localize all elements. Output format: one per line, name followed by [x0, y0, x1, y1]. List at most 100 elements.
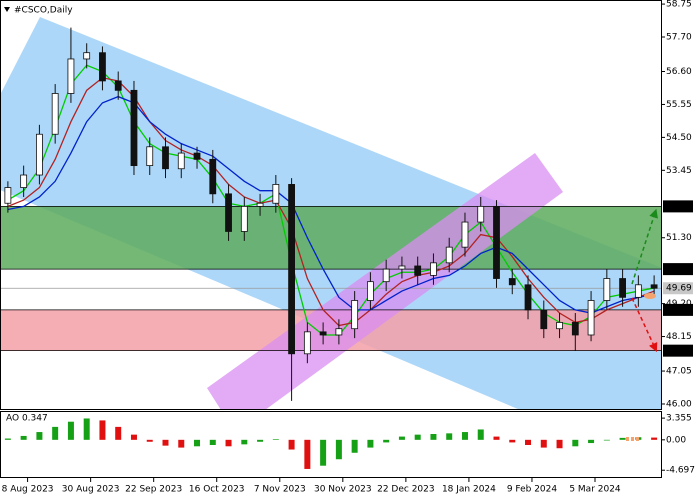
- y-tick-label: 56.60: [666, 67, 692, 77]
- candle-body: [540, 309, 548, 330]
- ao-bar: [351, 439, 358, 453]
- candle-body: [225, 193, 232, 232]
- candle-body: [382, 268, 390, 283]
- candle-body: [634, 284, 642, 298]
- ao-bar: [162, 439, 169, 446]
- candle-body: [603, 278, 611, 301]
- x-tick-label: 9 Feb 2024: [507, 485, 558, 495]
- candle-body: [51, 93, 59, 135]
- level-label-box: [663, 263, 693, 276]
- candle-body: [288, 184, 295, 355]
- level-label-box: [663, 344, 693, 357]
- candle-body: [650, 284, 658, 289]
- price-marker: [644, 293, 656, 299]
- ao-bar: [588, 439, 595, 444]
- ao-bar: [383, 439, 390, 443]
- ao-bar: [241, 439, 248, 445]
- x-tick-label: 8 Aug 2023: [2, 485, 54, 495]
- ao-bar: [540, 439, 547, 448]
- level-label-box: [663, 200, 693, 213]
- ao-bar: [83, 418, 90, 440]
- candle-body: [4, 187, 12, 204]
- candle-body: [20, 174, 28, 188]
- candle-body: [508, 278, 516, 286]
- candle-body: [367, 281, 374, 301]
- ao-bar: [572, 439, 579, 447]
- ao-bar: [225, 439, 232, 447]
- ao-bar: [209, 439, 216, 445]
- level-label-box: [663, 303, 693, 316]
- ao-bar: [194, 439, 201, 447]
- ao-bar: [509, 439, 516, 443]
- candle-body: [130, 89, 138, 167]
- moving-average: [7, 95, 655, 314]
- candle-body: [36, 133, 43, 176]
- x-tick-label: 30 Aug 2023: [62, 485, 120, 495]
- candle-body: [556, 322, 563, 330]
- candle-body: [493, 205, 500, 279]
- ao-bar: [556, 439, 563, 449]
- candle-body: [146, 146, 154, 167]
- down-arrow: [631, 297, 658, 353]
- candle-body: [430, 262, 437, 276]
- candle-body: [83, 52, 91, 60]
- ao-bar: [304, 439, 311, 469]
- candle-body: [99, 52, 106, 82]
- ao-bar: [335, 439, 342, 460]
- ao-title: AO 0.347: [6, 414, 48, 424]
- candle-body: [209, 158, 217, 195]
- level-label-box: [663, 282, 693, 295]
- candle-body: [524, 284, 532, 311]
- y-tick-label: 53.45: [666, 166, 692, 176]
- y-tick-label: 48.15: [666, 332, 692, 342]
- ao-bar: [67, 421, 74, 440]
- x-tick-label: 30 Nov 2023: [314, 485, 372, 495]
- main-panel: [0, 17, 662, 409]
- y-tick-label: 3.355: [666, 414, 692, 424]
- level-label: 49.69: [666, 284, 692, 294]
- y-tick-label: 49.20: [666, 299, 692, 309]
- candle-body: [477, 205, 485, 223]
- ao-bar: [272, 439, 279, 440]
- ao-bar: [257, 439, 264, 442]
- candle-body: [162, 146, 169, 170]
- ao-bar: [461, 432, 468, 440]
- zone: [0, 206, 662, 270]
- ao-bar: [619, 437, 626, 440]
- ao-bar: [320, 439, 327, 466]
- ao-bar: [414, 434, 421, 440]
- y-tick-label: 51.30: [666, 233, 692, 243]
- y-tick-label: 55.55: [666, 100, 692, 110]
- level-label: 52.30: [666, 202, 692, 212]
- level-label: 47.70: [666, 346, 692, 356]
- candle-body: [303, 331, 311, 355]
- x-tick-label: 16 Oct 2023: [189, 485, 245, 495]
- x-tick-label: 22 Sep 2023: [125, 485, 182, 495]
- candle-body: [414, 265, 422, 276]
- ao-bar: [99, 420, 106, 440]
- ao-bar: [651, 437, 658, 440]
- x-tick-label: 5 Mar 2024: [569, 485, 621, 495]
- candle-body: [193, 152, 201, 160]
- candle-body: [571, 322, 579, 336]
- ao-bar: [4, 438, 11, 440]
- ao-frame: [0, 411, 662, 478]
- y-tick-label: 0.00: [666, 435, 686, 445]
- ao-bar: [288, 439, 295, 450]
- candle-body: [335, 328, 343, 336]
- level-label: 50.30: [666, 265, 692, 275]
- level-label: 49.00: [666, 305, 692, 315]
- ao-bar: [603, 439, 610, 441]
- ao-bar: [52, 426, 59, 440]
- y-tick-label: 46.00: [666, 399, 692, 409]
- ao-bar: [130, 434, 137, 440]
- ao-bar: [115, 426, 122, 440]
- ao-bar: [36, 432, 43, 440]
- up-arrow: [631, 208, 658, 285]
- y-tick-label: 58.75: [666, 0, 692, 10]
- ao-bar: [398, 436, 405, 440]
- candle-body: [461, 221, 469, 248]
- ao-bar: [446, 433, 453, 440]
